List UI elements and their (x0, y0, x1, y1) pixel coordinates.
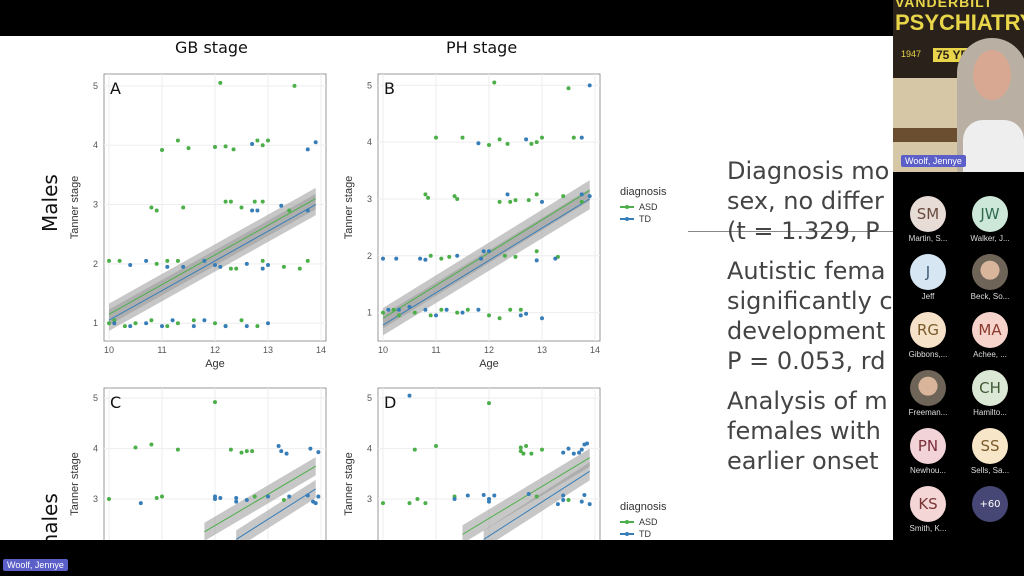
participant-name: Sells, Sa... (970, 466, 1010, 475)
svg-text:5: 5 (367, 393, 372, 403)
participant-avatar: JW (972, 196, 1008, 232)
scatter-panel-c: 3 4 5 C Tanner stage (64, 380, 334, 540)
participant-name: Gibbons,... (908, 350, 948, 359)
shared-slide: GB stage PH stage Males Females 10 11 12 13… (0, 36, 893, 540)
participant-avatar: J (910, 254, 946, 290)
svg-text:A: A (110, 79, 121, 98)
svg-text:Tanner stage: Tanner stage (343, 176, 355, 240)
participant-tile[interactable]: SS Sells, Sa... (960, 428, 1020, 482)
participant-avatar: KS (910, 486, 946, 522)
participant-name: Newhou... (909, 466, 947, 475)
participant-name: Martin, S... (908, 234, 948, 243)
participant-tile[interactable]: Freeman... (898, 370, 958, 424)
svg-text:13: 13 (263, 345, 273, 355)
participant-avatar: CH (972, 370, 1008, 406)
scatter-panel-b: 10 11 12 13 14 1 2 3 4 5 B Age Tanner stage (338, 66, 608, 381)
slide-divider (688, 231, 893, 232)
svg-text:Age: Age (479, 358, 499, 370)
participant-name: Smith, K... (909, 524, 947, 533)
participant-avatar: +60 (972, 486, 1008, 522)
participant-photo (972, 254, 1008, 290)
slide-bullets: Diagnosis mo sex, no differ (t = 1.329, … (727, 156, 893, 486)
svg-text:5: 5 (93, 393, 98, 403)
participant-avatar: MA (972, 312, 1008, 348)
bullet-1: Diagnosis mo sex, no differ (t = 1.329, … (727, 157, 890, 245)
svg-text:5: 5 (367, 80, 372, 90)
bullet-2: Autistic fema significantly c developmen… (727, 257, 893, 375)
participant-name: Achee, ... (973, 350, 1007, 359)
svg-text:3: 3 (367, 494, 372, 504)
participant-name: Freeman... (908, 408, 948, 417)
legend-title: diagnosis (620, 186, 667, 198)
svg-text:14: 14 (590, 345, 600, 355)
participant-name: Hamilto... (973, 408, 1007, 417)
participant-tile[interactable]: SM Martin, S... (898, 196, 958, 250)
svg-text:Age: Age (205, 358, 225, 370)
svg-text:2: 2 (93, 259, 98, 269)
svg-text:C: C (110, 393, 121, 412)
svg-text:4: 4 (367, 137, 372, 147)
participant-tile[interactable]: MA Achee, ... (960, 312, 1020, 366)
svg-text:3: 3 (93, 494, 98, 504)
column-title-ph: PH stage (446, 38, 518, 57)
participant-avatar: SS (972, 428, 1008, 464)
svg-text:13: 13 (537, 345, 547, 355)
scatter-panel-a: 10 11 12 13 14 1 2 3 4 5 A Age Tanner stage (64, 66, 334, 381)
svg-text:1: 1 (367, 308, 372, 318)
speaker-name-tag: Woolf, Jennye (901, 155, 966, 167)
participant-tile[interactable]: PN Newhou... (898, 428, 958, 482)
svg-text:11: 11 (431, 345, 440, 355)
column-title-gb: GB stage (175, 38, 248, 57)
svg-text:Tanner stage: Tanner stage (69, 452, 81, 516)
legend-item-asd: ASD (620, 201, 666, 213)
svg-text:4: 4 (93, 140, 98, 150)
row-label-males: Males (38, 174, 62, 232)
svg-text:4: 4 (93, 444, 98, 454)
svg-text:3: 3 (93, 200, 98, 210)
svg-text:5: 5 (93, 81, 98, 91)
svg-text:11: 11 (157, 345, 166, 355)
svg-text:10: 10 (104, 345, 114, 355)
participant-tile[interactable]: CH Hamilto... (960, 370, 1020, 424)
asd-swatch-icon (620, 204, 634, 209)
bottom-bar (0, 540, 893, 576)
presenter-name-tag: Woolf, Jennye (3, 559, 68, 571)
scatter-panel-d: 3 4 5 D Tanner stage (338, 380, 608, 540)
participant-avatar: RG (910, 312, 946, 348)
participant-name: Jeff (921, 292, 935, 301)
participant-tile[interactable]: RG Gibbons,... (898, 312, 958, 366)
participant-name: Walker, J... (970, 234, 1010, 243)
svg-text:3: 3 (367, 194, 372, 204)
svg-text:4: 4 (367, 444, 372, 454)
svg-text:12: 12 (210, 345, 220, 355)
participant-tile[interactable]: J Jeff (898, 254, 958, 308)
row-label-females: Females (38, 493, 62, 540)
svg-text:B: B (384, 79, 395, 98)
participant-avatar: SM (910, 196, 946, 232)
legend-item-td: TD (620, 213, 666, 225)
svg-text:Tanner stage: Tanner stage (69, 176, 81, 240)
legend-top: diagnosis ASD TD (620, 186, 666, 225)
asd-swatch-icon (620, 519, 634, 524)
svg-text:2: 2 (367, 251, 372, 261)
participant-tile[interactable]: Beck, So... (960, 254, 1020, 308)
participant-tile[interactable]: JW Walker, J... (960, 196, 1020, 250)
svg-text:D: D (384, 393, 396, 412)
participant-name: Beck, So... (970, 292, 1010, 301)
svg-text:Tanner stage: Tanner stage (343, 452, 355, 516)
svg-text:12: 12 (484, 345, 494, 355)
more-participants-button[interactable]: +60 (960, 486, 1020, 540)
legend-bottom: diagnosis ASD TD (620, 501, 667, 539)
speaker-video[interactable]: VANDERBILT PSYCHIATRY 1947 75 YEARS Wool… (893, 0, 1024, 172)
svg-text:14: 14 (316, 345, 326, 355)
participant-photo (910, 370, 946, 406)
participant-tile[interactable]: KS Smith, K... (898, 486, 958, 540)
td-swatch-icon (620, 531, 634, 536)
participant-avatar: PN (910, 428, 946, 464)
td-swatch-icon (620, 216, 634, 221)
svg-text:10: 10 (378, 345, 388, 355)
bullet-3: Analysis of m females with earlier onset (727, 387, 888, 475)
svg-text:1: 1 (93, 318, 98, 328)
